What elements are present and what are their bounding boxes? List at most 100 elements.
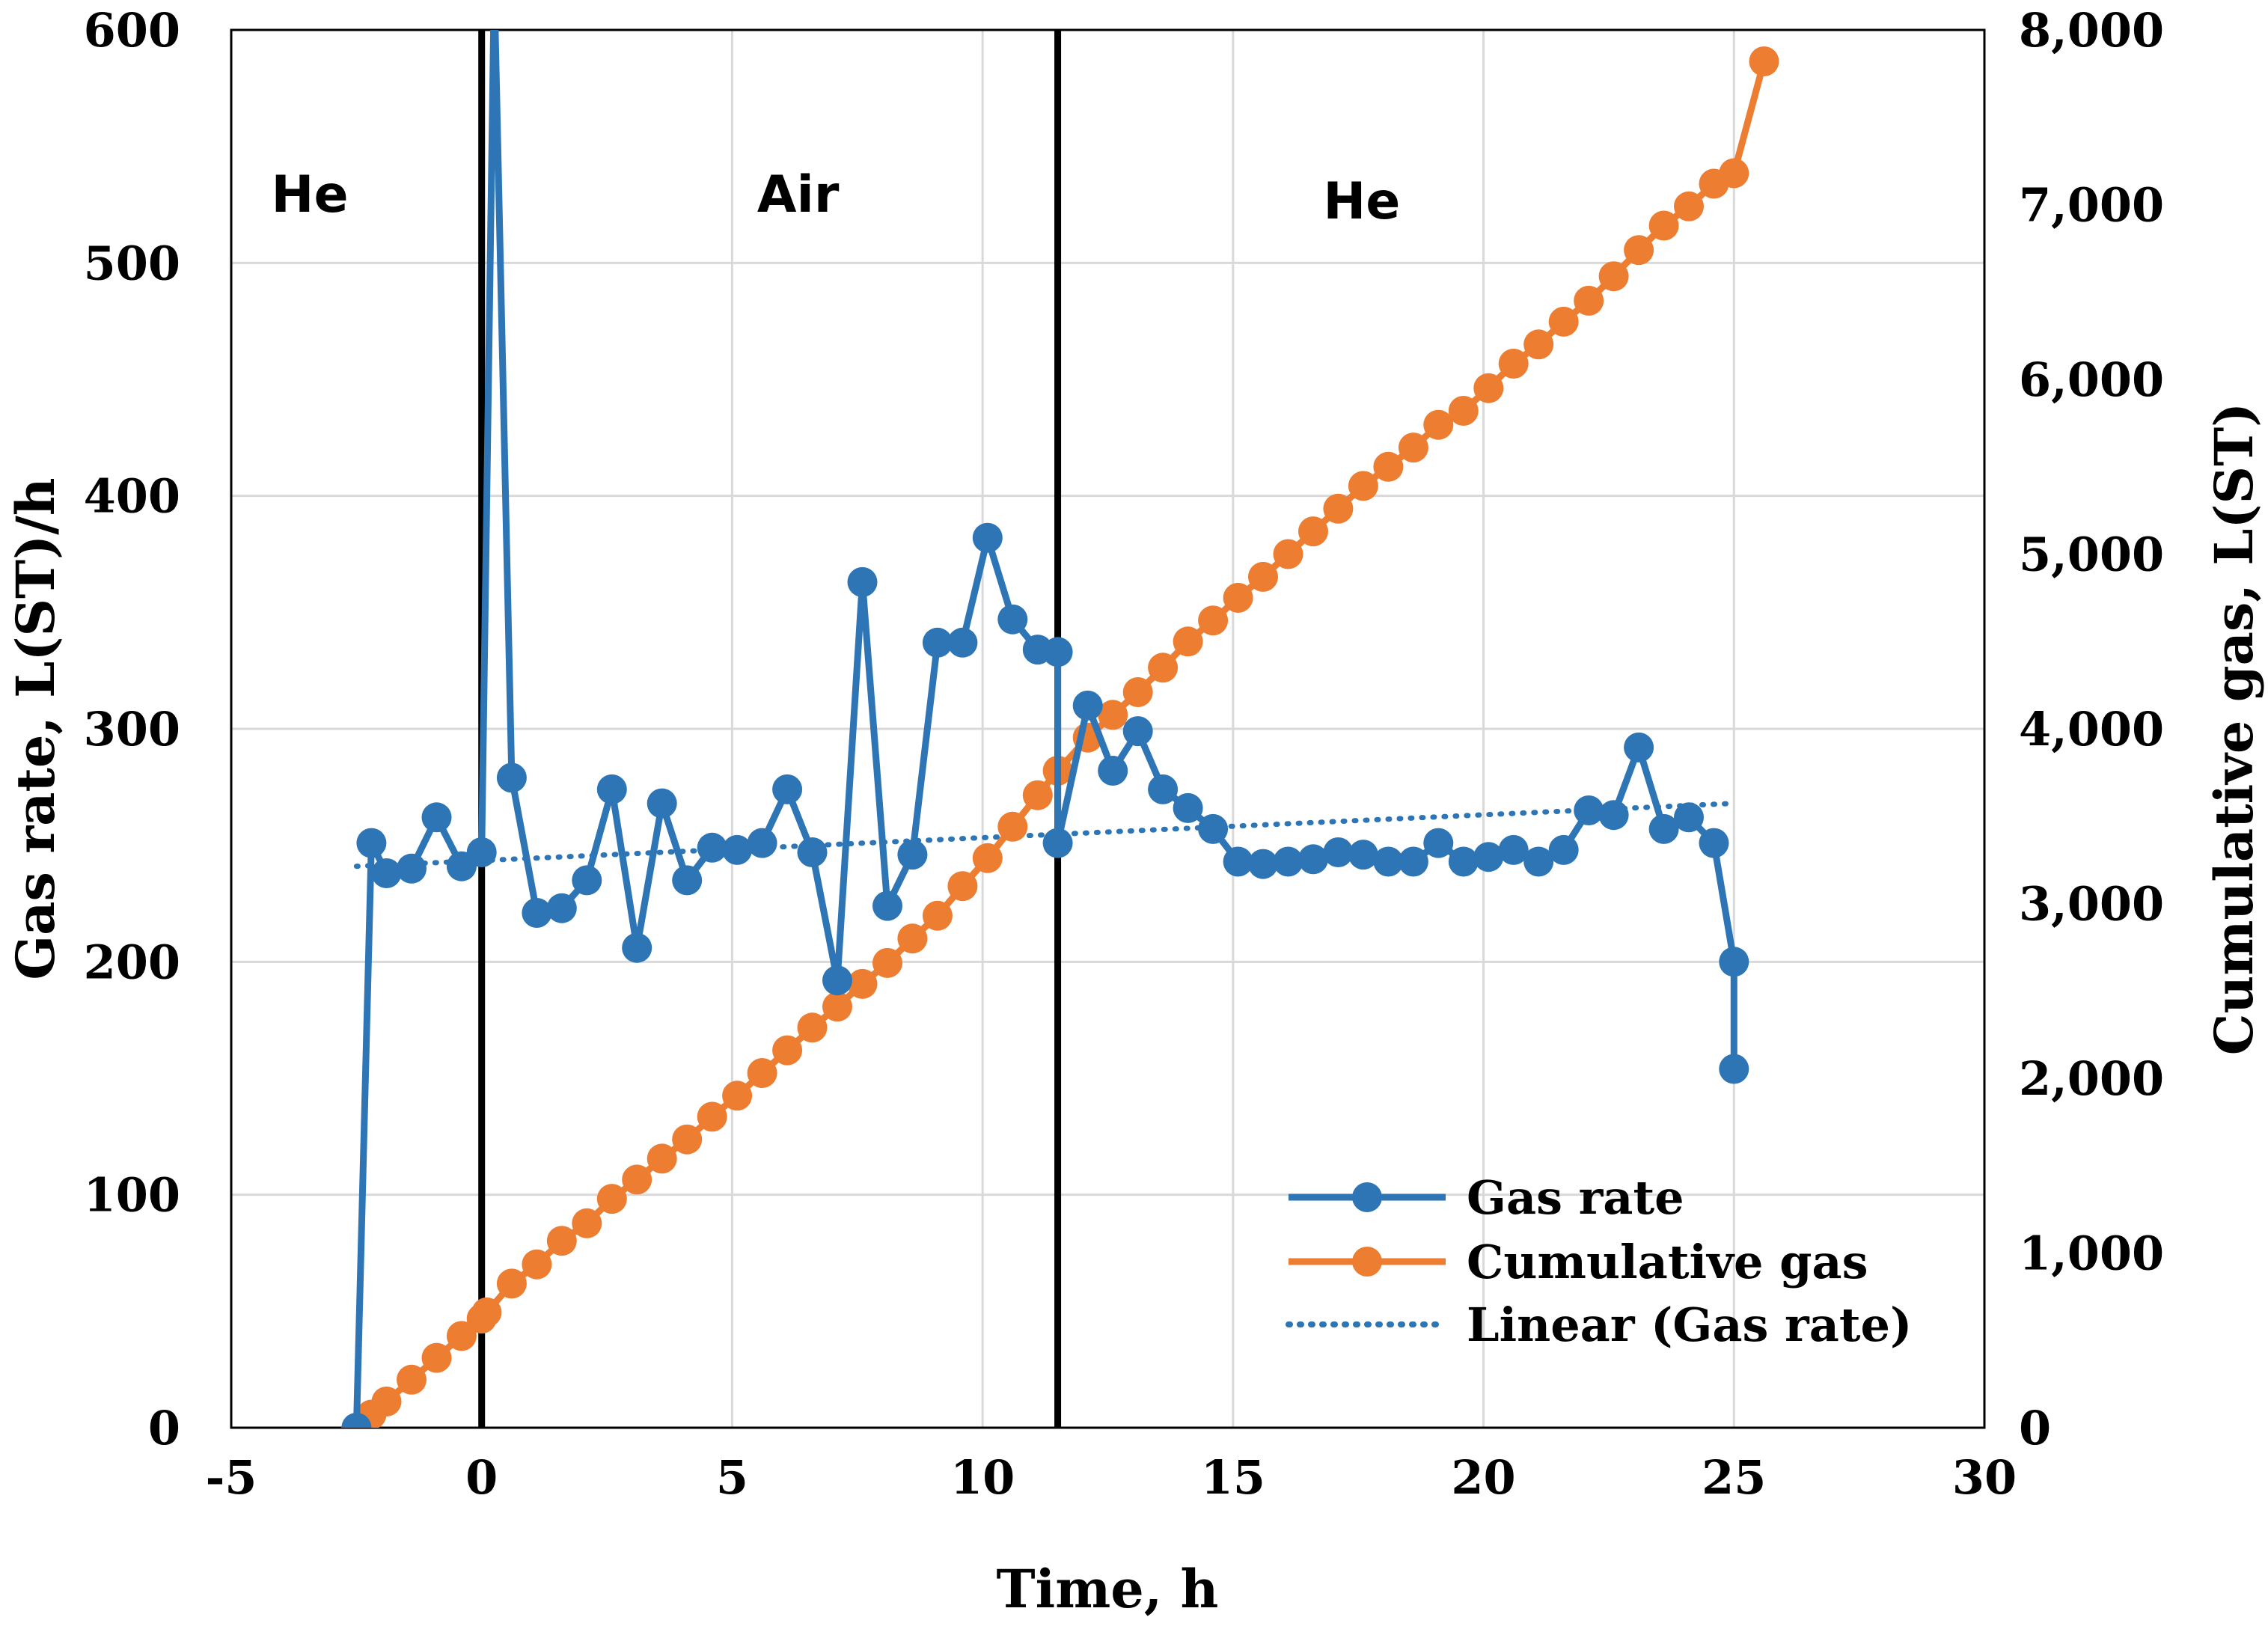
data-point-gas-rate: [1273, 846, 1303, 877]
data-point-cumulative-gas: [371, 1387, 402, 1416]
data-point-cumulative-gas: [1523, 329, 1554, 360]
data-point-gas-rate: [1624, 732, 1654, 762]
data-point-gas-rate: [356, 828, 387, 858]
data-point-gas-rate: [1223, 846, 1253, 877]
data-point-cumulative-gas: [922, 900, 953, 931]
data-point-gas-rate: [972, 522, 1003, 553]
x-tick-label: -5: [206, 1450, 257, 1505]
data-point-cumulative-gas: [997, 811, 1028, 842]
data-point-gas-rate: [371, 858, 402, 888]
data-point-gas-rate: [822, 965, 852, 996]
data-point-cumulative-gas: [1323, 493, 1354, 524]
x-axis-title: Time, h: [997, 1558, 1219, 1620]
data-point-gas-rate: [1719, 1054, 1749, 1084]
x-tick-label: 25: [1702, 1450, 1766, 1505]
data-point-gas-rate: [1598, 800, 1629, 831]
data-point-gas-rate: [772, 774, 803, 804]
y2-tick-label: 0: [2019, 1401, 2051, 1455]
y-tick-label: 200: [84, 935, 180, 989]
data-point-gas-rate: [1198, 813, 1229, 844]
data-point-cumulative-gas: [1273, 539, 1303, 569]
data-point-gas-rate: [546, 893, 577, 923]
data-point-gas-rate: [1473, 842, 1504, 872]
x-tick-label: 20: [1451, 1450, 1515, 1505]
data-point-cumulative-gas: [847, 968, 878, 999]
data-point-gas-rate: [1042, 828, 1073, 858]
y-tick-label: 600: [84, 3, 180, 58]
y-tick-label: 400: [84, 469, 180, 524]
data-point-gas-rate: [647, 788, 677, 819]
data-point-gas-rate: [1323, 837, 1354, 867]
data-point-gas-rate: [1298, 844, 1328, 875]
data-point-gas-rate: [1674, 802, 1704, 833]
data-point-gas-rate: [1699, 828, 1729, 858]
legend-item-gas-rate: Gas rate: [1289, 1170, 1684, 1225]
data-point-cumulative-gas: [1098, 700, 1128, 730]
data-point-cumulative-gas: [1498, 349, 1529, 379]
region-label-he: He: [1323, 172, 1400, 231]
data-point-gas-rate: [922, 627, 953, 658]
data-point-gas-rate: [1373, 846, 1404, 877]
data-point-cumulative-gas: [496, 1268, 527, 1299]
data-point-cumulative-gas: [572, 1208, 602, 1238]
data-point-cumulative-gas: [596, 1184, 627, 1214]
data-point-gas-rate: [1098, 756, 1128, 786]
data-point-gas-rate: [947, 627, 978, 658]
y2-tick-label: 6,000: [2019, 352, 2164, 407]
data-point-gas-rate: [897, 840, 928, 870]
data-point-gas-rate: [847, 566, 878, 597]
data-point-cumulative-gas: [647, 1143, 677, 1174]
data-point-gas-rate: [1648, 813, 1679, 844]
x-tick-label: 5: [716, 1450, 748, 1505]
data-point-cumulative-gas: [797, 1012, 828, 1043]
data-point-gas-rate: [1423, 828, 1454, 858]
region-label-he: He: [272, 165, 349, 224]
data-point-cumulative-gas: [1373, 451, 1404, 482]
legend-label-linear-gas-rate: Linear (Gas rate): [1467, 1298, 1912, 1352]
data-point-gas-rate: [722, 834, 753, 865]
data-point-gas-rate: [1148, 774, 1179, 804]
y2-tick-label: 2,000: [2019, 1051, 2164, 1106]
data-point-cumulative-gas: [397, 1364, 427, 1395]
data-point-gas-rate: [872, 890, 902, 921]
x-tick-label: 0: [465, 1450, 498, 1505]
data-point-cumulative-gas: [1674, 191, 1704, 221]
data-point-cumulative-gas: [1574, 285, 1604, 316]
data-point-cumulative-gas: [1223, 582, 1253, 613]
y2-tick-label: 5,000: [2019, 528, 2164, 582]
data-point-cumulative-gas: [1122, 677, 1153, 707]
data-point-gas-rate: [797, 837, 828, 867]
data-point-cumulative-gas: [471, 1297, 502, 1327]
plot-area-border: [230, 28, 1986, 1429]
data-point-cumulative-gas: [1548, 306, 1579, 337]
legend-label-gas-rate: Gas rate: [1467, 1170, 1684, 1225]
y2-tick-label: 3,000: [2019, 877, 2164, 932]
series-gas-rate: [341, 30, 1749, 1428]
data-point-gas-rate: [1398, 846, 1428, 877]
legend: Gas rate Cumulative gas Linear (Gas rate…: [1286, 1170, 1912, 1352]
data-point-cumulative-gas: [1473, 373, 1504, 403]
data-point-cumulative-gas: [1173, 626, 1203, 657]
data-point-cumulative-gas: [1598, 261, 1629, 292]
data-point-gas-rate: [1122, 716, 1153, 747]
data-point-gas-rate: [1448, 846, 1479, 877]
data-point-cumulative-gas: [772, 1035, 803, 1066]
data-point-gas-rate: [997, 604, 1028, 635]
y-tick-label: 500: [84, 236, 180, 290]
data-point-gas-rate: [1523, 846, 1554, 877]
region-label-air: Air: [757, 165, 840, 224]
data-point-cumulative-gas: [1648, 210, 1679, 241]
data-point-cumulative-gas: [1022, 780, 1053, 810]
data-point-cumulative-gas: [672, 1124, 703, 1155]
legend-marker-cumulative-gas: [1352, 1247, 1382, 1277]
data-point-gas-rate: [421, 802, 452, 833]
data-point-cumulative-gas: [1719, 158, 1749, 189]
data-point-cumulative-gas: [972, 843, 1003, 873]
data-point-cumulative-gas: [1749, 46, 1779, 76]
data-point-cumulative-gas: [947, 871, 978, 902]
data-point-cumulative-gas: [822, 991, 852, 1022]
x-tick-label: 15: [1201, 1450, 1265, 1505]
data-point-cumulative-gas: [1624, 235, 1654, 266]
data-point-cumulative-gas: [421, 1342, 452, 1373]
